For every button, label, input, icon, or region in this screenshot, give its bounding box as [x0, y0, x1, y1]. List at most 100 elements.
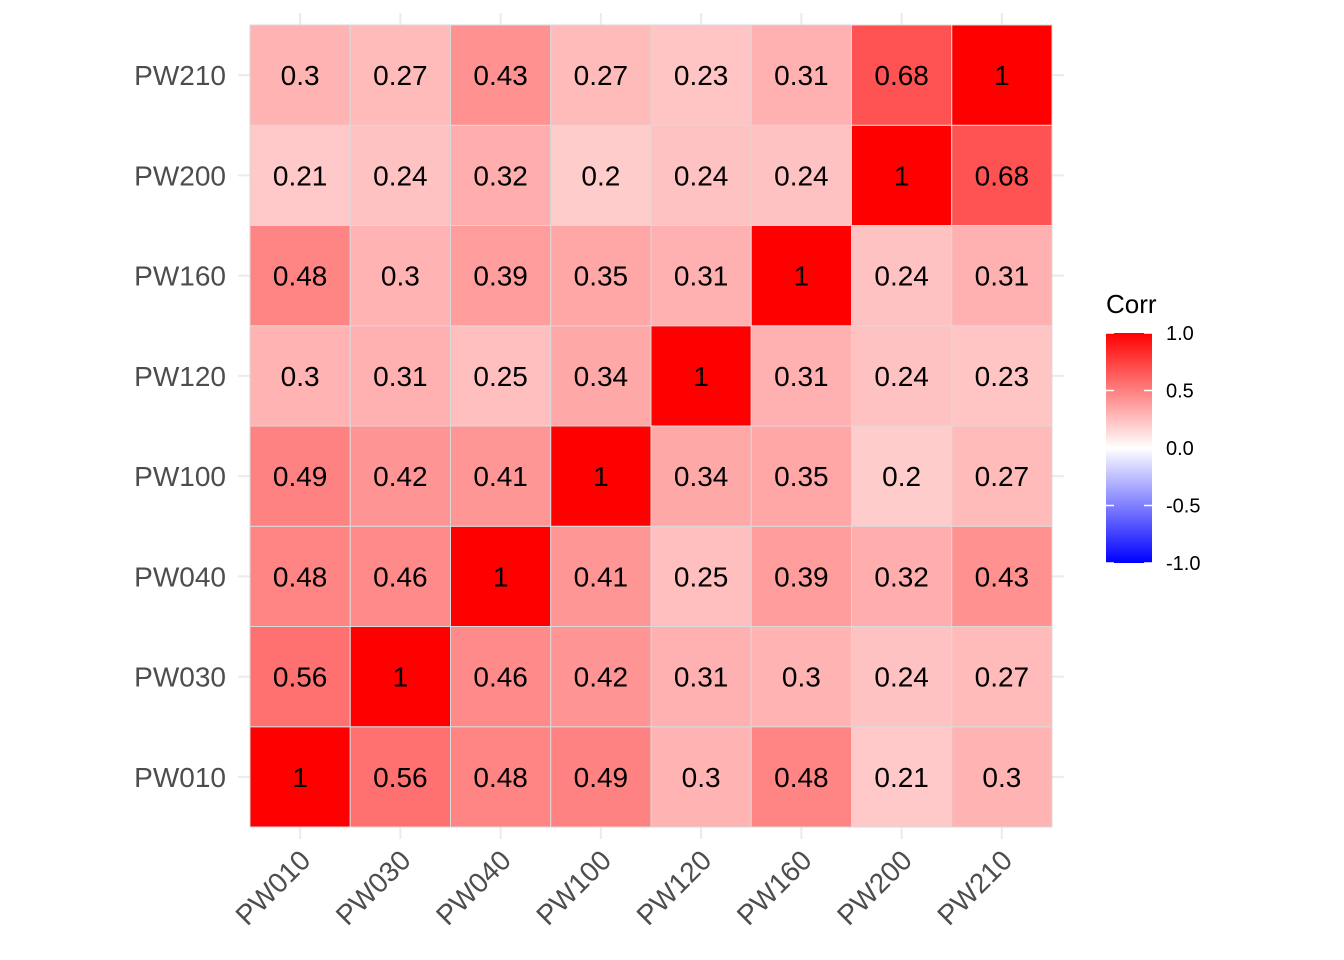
- cell-value-label: 0.31: [674, 261, 729, 292]
- cell-value-label: 0.46: [473, 662, 528, 693]
- cell-value-label: 0.2: [882, 461, 921, 492]
- heatmap-cell: [951, 225, 1053, 327]
- legend: Corr 1.0 0.5 0.0 -0.5 -1.0: [1106, 289, 1200, 575]
- heatmap-cell: [450, 225, 552, 327]
- heatmap-cell: [750, 24, 852, 126]
- cell-value-label: 0.68: [874, 60, 929, 91]
- heatmap-cell: [951, 24, 1053, 126]
- heatmap-cell: [349, 525, 451, 627]
- legend-tick-label: 0.0: [1166, 438, 1194, 460]
- cell-value-label: 1: [593, 461, 609, 492]
- x-axis: PW010 PW030 PW040 PW100 PW120 PW160 PW200 PW210: [230, 844, 1019, 931]
- heatmap-cell: [249, 24, 351, 126]
- heatmap-cell: [851, 325, 953, 427]
- cell-value-label: 0.56: [273, 662, 328, 693]
- legend-tick-label: -0.5: [1166, 496, 1200, 518]
- heatmap-cell: [550, 325, 652, 427]
- legend-tick-label: 1.0: [1166, 323, 1194, 345]
- cell-value-label: 0.3: [682, 762, 721, 793]
- heatmap-cell: [951, 626, 1053, 728]
- cell-value-label: 0.32: [874, 561, 929, 592]
- heatmap-cell: [550, 425, 652, 527]
- heatmap-cell: [450, 24, 552, 126]
- cell-value-label: 0.49: [574, 762, 629, 793]
- heatmap-cell: [750, 626, 852, 728]
- y-tick-label: PW160: [134, 261, 226, 292]
- heatmap-cell: [951, 425, 1053, 527]
- cell-value-label: 1: [493, 561, 509, 592]
- heatmap-cell: [650, 124, 752, 226]
- heatmap-cell: [349, 325, 451, 427]
- cell-value-label: 0.2: [581, 160, 620, 191]
- heatmap-cell: [650, 626, 752, 728]
- cell-value-label: 0.27: [574, 60, 629, 91]
- cell-value-label: 0.32: [473, 160, 528, 191]
- heatmap-cell: [750, 124, 852, 226]
- cell-value-label: 1: [292, 762, 308, 793]
- y-tick-label: PW100: [134, 461, 226, 492]
- y-tick-label: PW010: [134, 762, 226, 793]
- cell-value-label: 0.48: [273, 561, 328, 592]
- legend-tick-label: -1.0: [1166, 553, 1200, 575]
- heatmap-cell: [450, 525, 552, 627]
- heatmap-cells: 1 0.56 0.48 0.49 0.3 0.48 0.21 0.30.56 1 0.46 0.42…: [249, 24, 1053, 828]
- cell-value-label: 1: [894, 160, 910, 191]
- heatmap-cell: [349, 626, 451, 728]
- legend-tick-label: 0.5: [1166, 381, 1194, 403]
- cell-value-label: 0.41: [574, 561, 629, 592]
- cell-value-label: 0.42: [373, 461, 428, 492]
- heatmap-cell: [249, 626, 351, 728]
- y-axis: PW010 PW030 PW040 PW100 PW120 PW160 PW200 PW210: [134, 60, 226, 793]
- heatmap-cell: [650, 24, 752, 126]
- x-tick-label: PW100: [530, 844, 617, 931]
- cell-value-label: 0.39: [473, 261, 528, 292]
- x-tick-label: PW210: [931, 844, 1018, 931]
- cell-value-label: 1: [693, 361, 709, 392]
- heatmap-cell: [450, 124, 552, 226]
- cell-value-label: 0.46: [373, 561, 428, 592]
- heatmap-cell: [851, 525, 953, 627]
- cell-value-label: 0.34: [574, 361, 629, 392]
- heatmap-cell: [550, 24, 652, 126]
- cell-value-label: 0.43: [473, 60, 528, 91]
- cell-value-label: 0.27: [975, 461, 1030, 492]
- cell-value-label: 0.3: [782, 662, 821, 693]
- cell-value-label: 0.49: [273, 461, 328, 492]
- heatmap-cell: [450, 325, 552, 427]
- cell-value-label: 1: [994, 60, 1010, 91]
- heatmap-cell: [851, 425, 953, 527]
- cell-value-label: 0.68: [975, 160, 1030, 191]
- y-tick-label: PW210: [134, 60, 226, 91]
- cell-value-label: 0.31: [774, 361, 829, 392]
- cell-value-label: 0.24: [774, 160, 829, 191]
- x-tick-label: PW030: [330, 844, 417, 931]
- cell-value-label: 0.21: [874, 762, 929, 793]
- cell-value-label: 0.48: [774, 762, 829, 793]
- legend-title: Corr: [1106, 289, 1157, 319]
- heatmap-cell: [450, 626, 552, 728]
- heatmap-cell: [249, 726, 351, 828]
- cell-value-label: 0.3: [982, 762, 1021, 793]
- heatmap-cell: [249, 525, 351, 627]
- cell-value-label: 0.31: [774, 60, 829, 91]
- heatmap-cell: [249, 225, 351, 327]
- cell-value-label: 0.25: [674, 561, 729, 592]
- cell-value-label: 0.3: [281, 361, 320, 392]
- heatmap-cell: [650, 525, 752, 627]
- heatmap-cell: [550, 626, 652, 728]
- heatmap-cell: [550, 525, 652, 627]
- heatmap-cell: [951, 726, 1053, 828]
- cell-value-label: 0.35: [774, 461, 829, 492]
- cell-value-label: 0.25: [473, 361, 528, 392]
- heatmap-cell: [851, 726, 953, 828]
- x-tick-label: PW160: [731, 844, 818, 931]
- cell-value-label: 0.24: [874, 662, 929, 693]
- heatmap-cell: [951, 325, 1053, 427]
- cell-value-label: 0.23: [674, 60, 729, 91]
- cell-value-label: 0.41: [473, 461, 528, 492]
- heatmap-cell: [851, 24, 953, 126]
- cell-value-label: 0.3: [281, 60, 320, 91]
- y-tick-label: PW200: [134, 160, 226, 191]
- cell-value-label: 0.56: [373, 762, 428, 793]
- cell-value-label: 1: [794, 261, 810, 292]
